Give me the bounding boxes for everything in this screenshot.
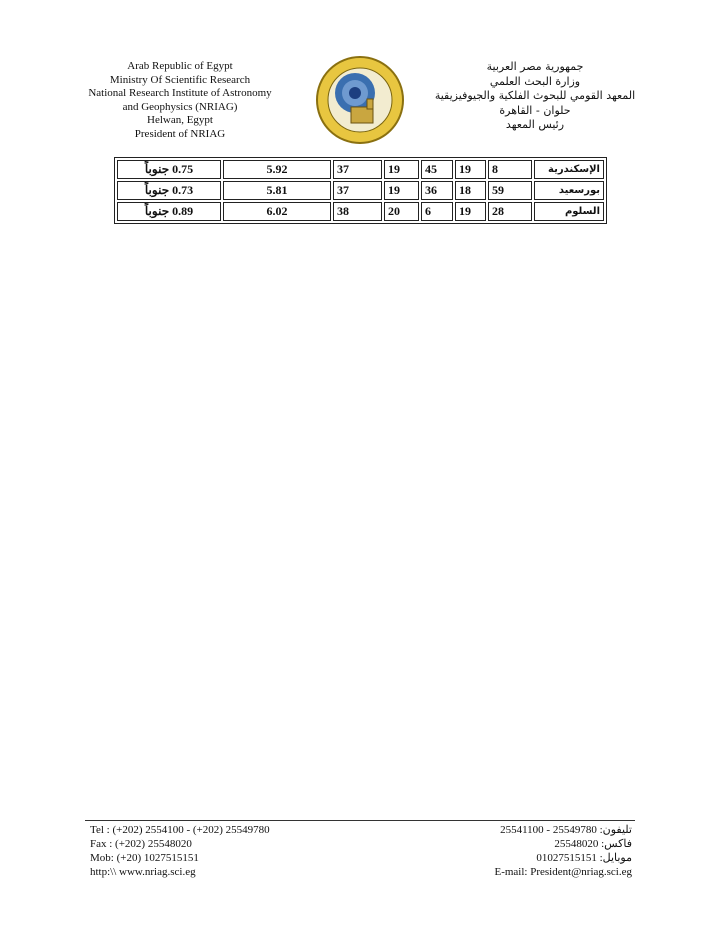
table-cell: 0.73 جنوباً bbox=[117, 181, 221, 200]
table-cell: 38 bbox=[333, 202, 382, 221]
footer-arabic: تليفون: 25549780 - 25541100 فاكس: 255480… bbox=[494, 823, 632, 879]
table-cell: 0.89 جنوباً bbox=[117, 202, 221, 221]
table-cell: 18 bbox=[455, 181, 486, 200]
table-cell: 28 bbox=[488, 202, 532, 221]
table-row: بورسعيد 59 18 36 19 37 5.81 0.73 جنوباً bbox=[117, 181, 604, 200]
table-cell: 19 bbox=[455, 160, 486, 179]
data-table: الإسكندرية 8 19 45 19 37 5.92 0.75 جنوباً بورسعي… bbox=[114, 157, 607, 224]
footer-line: Mob: (+20) 1027515151 bbox=[90, 852, 199, 864]
city-cell: بورسعيد bbox=[534, 181, 604, 200]
table-cell: 37 bbox=[333, 160, 382, 179]
table-cell: 6 bbox=[421, 202, 453, 221]
header-line: Arab Republic of Egypt bbox=[127, 60, 233, 72]
footer-line: تليفون: 25549780 - 25541100 bbox=[500, 824, 632, 836]
header-line: جمهورية مصر العربية bbox=[486, 60, 584, 73]
nriag-logo bbox=[316, 56, 404, 144]
table-row: السلوم 28 19 6 20 38 6.02 0.89 جنوباً bbox=[117, 202, 604, 221]
header-line: Helwan, Egypt bbox=[147, 114, 213, 126]
footer-line: Fax : (+202) 25548020 bbox=[90, 838, 192, 850]
footer-line[interactable]: http:\\ www.nriag.sci.eg bbox=[90, 866, 196, 878]
table-cell: 19 bbox=[384, 160, 419, 179]
table-cell: 20 bbox=[384, 202, 419, 221]
footer-line: Tel : (+202) 2554100 - (+202) 25549780 bbox=[90, 824, 270, 836]
table-row: الإسكندرية 8 19 45 19 37 5.92 0.75 جنوباً bbox=[117, 160, 604, 179]
header-line: National Research Institute of Astronomy bbox=[88, 87, 272, 99]
header-line: وزارة البحث العلمي bbox=[489, 74, 581, 88]
city-cell: الإسكندرية bbox=[534, 160, 604, 179]
table-cell: 45 bbox=[421, 160, 453, 179]
table-cell: 5.92 bbox=[223, 160, 331, 179]
city-cell: السلوم bbox=[534, 202, 604, 221]
header-arabic: جمهورية مصر العربية وزارة البحث العلمي ا… bbox=[420, 60, 650, 133]
table-cell: 19 bbox=[384, 181, 419, 200]
header-english: Arab Republic of Egypt Ministry Of Scien… bbox=[60, 60, 300, 141]
header-line: المعهد القومي للبحوث الفلكية والجيوفيزيق… bbox=[434, 89, 636, 102]
table-cell: 5.81 bbox=[223, 181, 331, 200]
footer-divider bbox=[85, 820, 635, 821]
header-line: President of NRIAG bbox=[134, 127, 226, 140]
table-cell: 0.75 جنوباً bbox=[117, 160, 221, 179]
table-cell: 36 bbox=[421, 181, 453, 200]
table-cell: 59 bbox=[488, 181, 532, 200]
table-cell: 8 bbox=[488, 160, 532, 179]
table-cell: 37 bbox=[333, 181, 382, 200]
table-cell: 19 bbox=[455, 202, 486, 221]
footer-line: موبايل: 01027515151 bbox=[536, 852, 632, 864]
table-cell: 6.02 bbox=[223, 202, 331, 221]
header-line: Ministry Of Scientific Research bbox=[109, 73, 251, 86]
footer-line[interactable]: E-mail: President@nriag.sci.eg bbox=[494, 866, 632, 878]
footer-line: فاكس: 25548020 bbox=[554, 838, 632, 850]
footer-english: Tel : (+202) 2554100 - (+202) 25549780 F… bbox=[90, 823, 270, 879]
header-line: رئيس المعهد bbox=[505, 118, 565, 131]
header-line: حلوان - القاهرة bbox=[499, 103, 571, 117]
header-line: and Geophysics (NRIAG) bbox=[122, 100, 238, 113]
